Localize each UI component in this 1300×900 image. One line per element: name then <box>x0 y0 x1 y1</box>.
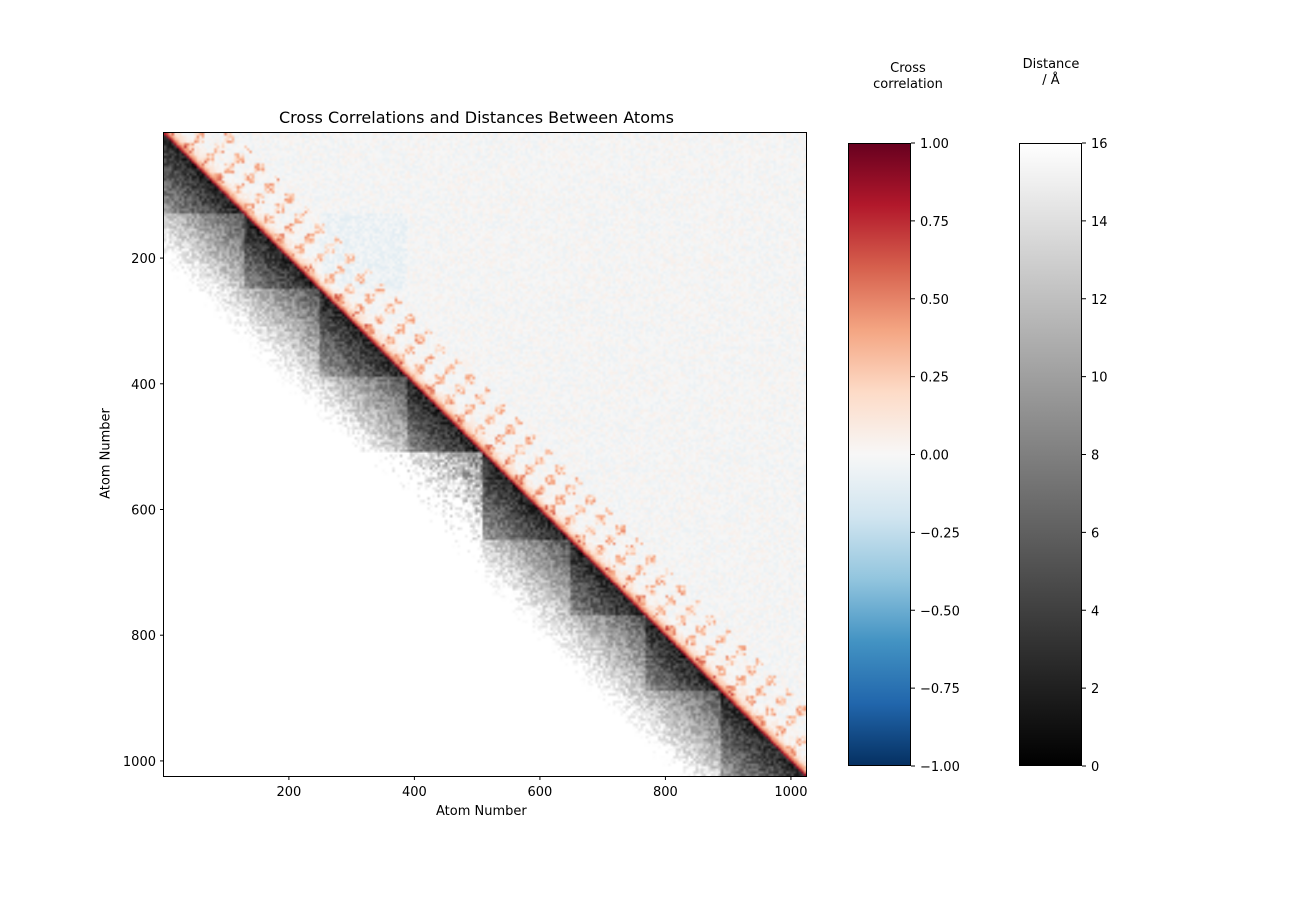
x-tick-label: 1000 <box>774 785 807 800</box>
correlation-colorbar-tick-label: −0.50 <box>920 604 960 619</box>
y-tick-label: 800 <box>131 629 156 644</box>
distance-colorbar-tick-label: 12 <box>1091 293 1108 308</box>
distance-colorbar-tick-label: 14 <box>1091 215 1108 230</box>
distance-colorbar-title: Distance / Å <box>1022 57 1080 88</box>
distance-colorbar-tick-label: 8 <box>1091 449 1099 464</box>
distance-colorbar-tick-label: 2 <box>1091 682 1099 697</box>
heatmap-border <box>163 132 807 777</box>
correlation-colorbar-tick-label: −1.00 <box>920 760 960 775</box>
distance-colorbar-tick-label: 6 <box>1091 526 1099 541</box>
x-tick-label: 800 <box>653 785 678 800</box>
x-tick-label: 200 <box>276 785 301 800</box>
y-tick-label: 600 <box>131 503 156 518</box>
distance-colorbar-tick-label: 16 <box>1091 137 1108 152</box>
distance-colorbar-tick-label: 0 <box>1091 760 1099 775</box>
distance-colorbar-border <box>1019 143 1082 766</box>
correlation-colorbar-border <box>848 143 911 766</box>
correlation-colorbar-tick-label: −0.75 <box>920 682 960 697</box>
correlation-colorbar-title: Cross correlation <box>873 61 943 92</box>
x-axis-label: Atom Number <box>436 804 527 819</box>
heatmap-image <box>164 133 806 776</box>
correlation-colorbar-tick-label: 0.75 <box>920 215 949 230</box>
correlation-colorbar-gradient <box>848 143 911 766</box>
correlation-colorbar: 1.00 0.75 0.50 0.25 0.00 −0.25 −0.50 −0.75 −1.00 <box>848 137 960 775</box>
y-axis-label: Atom Number <box>98 408 114 499</box>
distance-colorbar: 16 14 12 10 8 6 4 2 0 <box>1019 137 1108 775</box>
x-tick-label: 400 <box>402 785 427 800</box>
distance-colorbar-tick-label: 4 <box>1091 604 1099 619</box>
distance-colorbar-gradient <box>1019 143 1082 766</box>
correlation-colorbar-tick-label: 0.25 <box>920 371 949 386</box>
chart-title: Cross Correlations and Distances Between… <box>279 108 674 127</box>
correlation-colorbar-tick-label: 0.50 <box>920 293 949 308</box>
x-axis-ticks: 200 400 600 800 1000 <box>276 776 807 800</box>
y-axis-ticks: 200 400 600 800 1000 <box>123 252 164 770</box>
correlation-colorbar-tick-label: 0.00 <box>920 449 949 464</box>
y-tick-label: 200 <box>131 252 156 267</box>
distance-colorbar-tick-label: 10 <box>1091 371 1108 386</box>
x-tick-label: 600 <box>527 785 552 800</box>
correlation-colorbar-tick-label: 1.00 <box>920 137 949 152</box>
y-tick-label: 400 <box>131 378 156 393</box>
y-tick-label: 1000 <box>123 755 156 770</box>
heatmap <box>164 133 806 776</box>
correlation-colorbar-tick-label: −0.25 <box>920 526 960 541</box>
